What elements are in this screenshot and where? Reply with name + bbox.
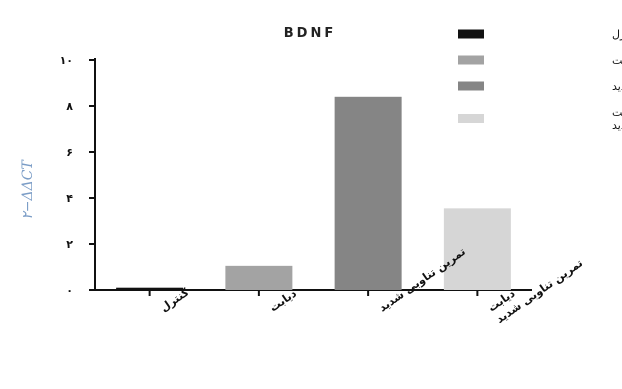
legend-swatch (458, 114, 484, 123)
y-tick-label: ۸ (66, 100, 73, 113)
legend-label: تمرین تناوبی شدید (612, 80, 622, 93)
bar (334, 96, 402, 290)
legend-label: دیابت (612, 106, 622, 119)
y-tick-labels: ۰ ۲ ۴ ۶ ۸ ۱۰ (60, 54, 74, 297)
y-tick-label: ۲ (66, 238, 73, 251)
bar (225, 265, 293, 290)
y-tick-label: ۰ (66, 284, 73, 297)
y-tick-label: ۴ (66, 192, 73, 205)
bars (116, 96, 511, 290)
bar (443, 208, 511, 290)
y-tick-label: ۶ (66, 146, 73, 159)
y-axis-label: ۲−ΔΔCT (20, 159, 36, 220)
y-tick-label: ۱۰ (60, 54, 73, 67)
legend-label: کنترل (612, 28, 622, 41)
legend-swatch (458, 55, 484, 65)
legend-label: تمرین تناوبی شدید (612, 119, 622, 132)
bar (116, 287, 184, 290)
chart-title: BDNF (284, 26, 336, 41)
legend-swatch (458, 81, 484, 91)
legend-swatch (458, 29, 484, 39)
legend-label: دیابت (612, 54, 622, 67)
